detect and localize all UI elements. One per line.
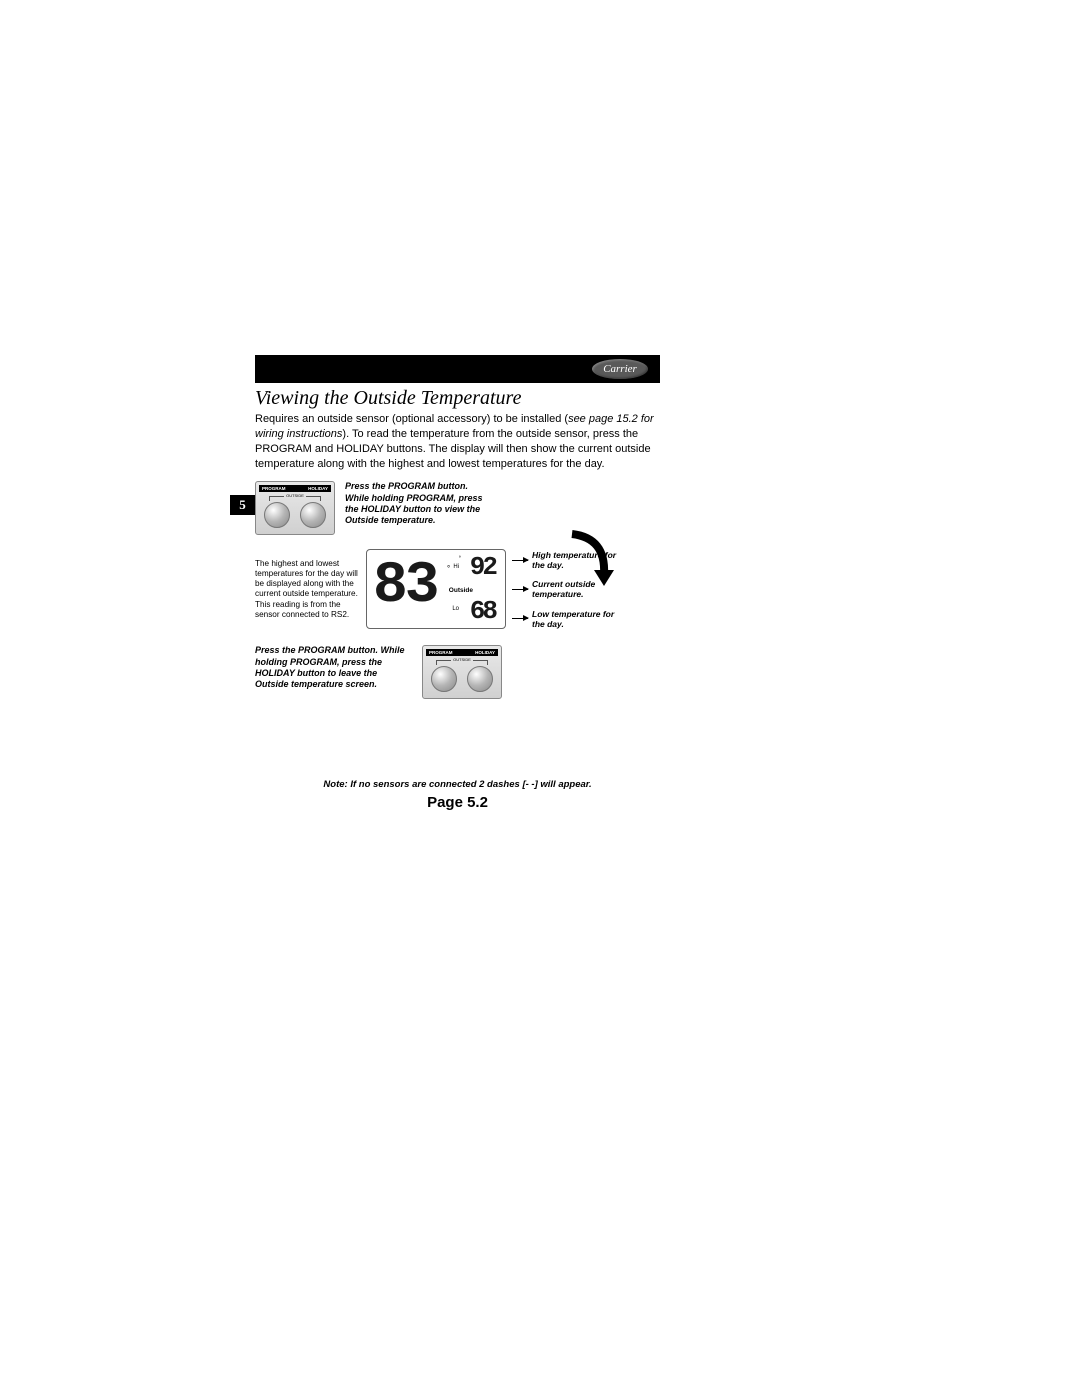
- buttons: [426, 666, 498, 692]
- page-title: Viewing the Outside Temperature: [255, 387, 660, 410]
- degree-icon: °: [459, 556, 461, 562]
- outside-label: Outside: [449, 587, 473, 594]
- lcd-display: 83 ° Hi ° 92 Outside Lo 68: [366, 549, 506, 629]
- outside-sublabel: OUTSIDE: [259, 493, 331, 498]
- callout-hi: High temperature for the day.: [512, 550, 617, 570]
- intro-part1: Requires an outside sensor (optional acc…: [255, 413, 568, 425]
- display-row: The highest and lowest temperatures for …: [255, 549, 660, 629]
- callout-lo-text: Low temperature for the day.: [532, 609, 617, 629]
- program-button[interactable]: [264, 502, 290, 528]
- brand-logo: Carrier: [592, 359, 648, 379]
- holiday-label: HOLIDAY: [475, 650, 495, 655]
- intro-text: Requires an outside sensor (optional acc…: [255, 412, 660, 471]
- arrow-icon: [512, 589, 528, 590]
- callout-hi-text: High temperature for the day.: [532, 550, 617, 570]
- holiday-label: HOLIDAY: [308, 486, 328, 491]
- instruction-leave: Press the PROGRAM button. While holding …: [255, 645, 410, 690]
- hi-label: Hi: [453, 564, 459, 570]
- button-labels: PROGRAM HOLIDAY: [426, 649, 498, 656]
- program-label: PROGRAM: [429, 650, 453, 655]
- page-number: Page 5.2: [255, 794, 660, 811]
- lo-label: Lo: [452, 606, 459, 612]
- holiday-button[interactable]: [300, 502, 326, 528]
- hi-temp-value: 92: [470, 554, 495, 580]
- arrow-icon: [512, 618, 528, 619]
- manual-page: Carrier Viewing the Outside Temperature …: [255, 355, 660, 811]
- header-bar: Carrier: [255, 355, 660, 383]
- holiday-button[interactable]: [467, 666, 493, 692]
- program-label: PROGRAM: [262, 486, 286, 491]
- section-number-tab: 5: [230, 495, 255, 515]
- current-temp-value: 83: [373, 558, 437, 616]
- display-caption: The highest and lowest temperatures for …: [255, 559, 360, 621]
- callouts: High temperature for the day. Current ou…: [512, 550, 617, 629]
- step-leave-row: Press the PROGRAM button. While holding …: [255, 645, 660, 699]
- program-button[interactable]: [431, 666, 457, 692]
- callout-lo: Low temperature for the day.: [512, 609, 617, 629]
- outside-sublabel: OUTSIDE: [426, 657, 498, 662]
- step-view-row: PROGRAM HOLIDAY OUTSIDE Press the PROGRA…: [255, 481, 660, 535]
- callout-current: Current outside temperature.: [512, 579, 617, 599]
- arrow-icon: [512, 560, 528, 561]
- thermostat-button-pad: PROGRAM HOLIDAY OUTSIDE: [422, 645, 502, 699]
- lo-temp-value: 68: [470, 598, 495, 624]
- footnote: Note: If no sensors are connected 2 dash…: [255, 779, 660, 790]
- thermostat-button-pad: PROGRAM HOLIDAY OUTSIDE: [255, 481, 335, 535]
- degree-icon: °: [447, 564, 450, 573]
- button-labels: PROGRAM HOLIDAY: [259, 485, 331, 492]
- instruction-view: Press the PROGRAM button. While holding …: [345, 481, 485, 535]
- buttons: [259, 502, 331, 528]
- callout-current-text: Current outside temperature.: [532, 579, 617, 599]
